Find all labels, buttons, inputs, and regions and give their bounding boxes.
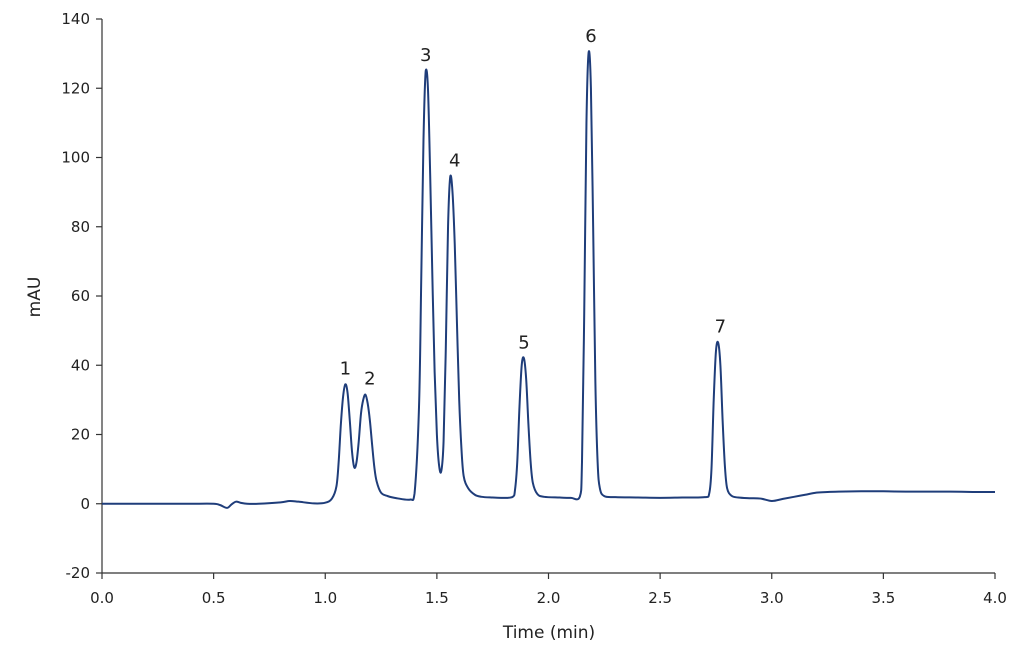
peak-label-4: 4: [449, 151, 460, 172]
peak-label-2: 2: [364, 369, 375, 390]
peak-label-3: 3: [420, 45, 431, 66]
x-tick-label: 1.0: [313, 589, 337, 607]
y-tick-label: 140: [61, 10, 90, 28]
x-tick-label: 2.5: [648, 589, 672, 607]
x-tick-label: 3.5: [871, 589, 895, 607]
plot-area: [102, 50, 996, 509]
y-tick-label: 40: [71, 356, 90, 374]
y-tick-label: 60: [71, 287, 90, 305]
x-tick-label: 0.0: [90, 589, 114, 607]
y-tick-label: 80: [71, 218, 90, 236]
peak-label-6: 6: [585, 26, 596, 47]
chromatogram-trace: [102, 50, 996, 509]
x-axis-title: Time (min): [502, 623, 595, 643]
y-tick-label: 120: [61, 79, 90, 97]
y-tick-label: -20: [66, 564, 91, 582]
axes: 0.0 0.5 1.0 1.5 2.0 2.5 3.0 3.5 4.0 -20 0 20 40 60 80 1…: [61, 10, 1007, 607]
peak-labels: 1 2 3 4 5 6 7: [340, 26, 727, 390]
x-tick-label: 3.0: [760, 589, 784, 607]
peak-label-7: 7: [715, 317, 726, 338]
x-tick-label: 2.0: [537, 589, 561, 607]
x-tick-label: 4.0: [983, 589, 1007, 607]
y-tick-label: 100: [61, 149, 90, 167]
peak-label-1: 1: [340, 358, 351, 379]
x-tick-label: 0.5: [202, 589, 226, 607]
y-axis-title: mAU: [25, 277, 45, 318]
peak-label-5: 5: [518, 332, 529, 353]
y-tick-label: 20: [71, 426, 90, 444]
x-tick-label: 1.5: [425, 589, 449, 607]
y-tick-label: 0: [80, 495, 90, 513]
